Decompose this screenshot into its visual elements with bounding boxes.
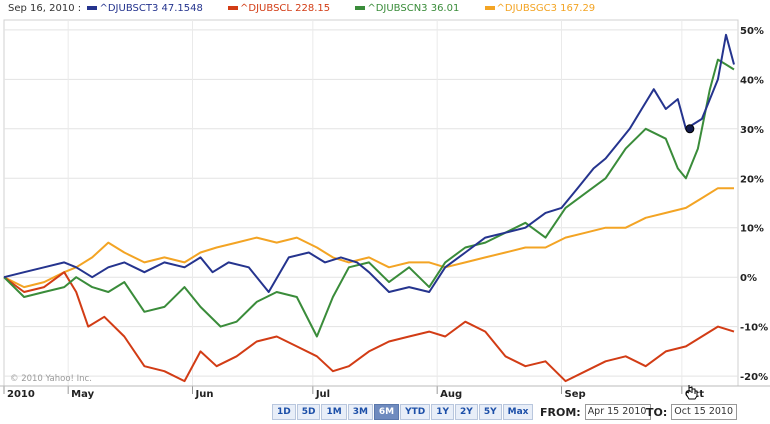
from-date-input[interactable] xyxy=(584,404,651,420)
y-tick-label: 0% xyxy=(740,273,757,284)
marker-layer xyxy=(685,124,695,134)
x-tick-label: May xyxy=(71,389,94,400)
x-tick-label: Jun xyxy=(195,389,214,400)
legend-item-djubscl: ^DJUBSCL 228.15 xyxy=(228,3,330,14)
legend-item-djubsgc3: ^DJUBSGC3 167.29 xyxy=(484,3,595,14)
x-tick-label: Aug xyxy=(440,389,462,400)
range-button-5y[interactable]: 5Y xyxy=(478,404,502,420)
legend-swatch xyxy=(87,6,98,10)
watermark: © 2010 Yahoo! Inc. xyxy=(10,374,92,384)
range-button-1y[interactable]: 1Y xyxy=(431,404,455,420)
y-tick-label: -20% xyxy=(740,372,768,383)
range-button-5d[interactable]: 5D xyxy=(296,404,321,420)
x-tick-label: Sep xyxy=(565,389,586,400)
range-button-3m[interactable]: 3M xyxy=(347,404,373,420)
legend-swatch xyxy=(355,6,366,10)
y-tick-label: 20% xyxy=(740,174,764,185)
chart-legend: Sep 16, 2010 : ^DJUBSCT3 47.1548 ^DJUBSC… xyxy=(8,2,617,16)
to-label: TO: xyxy=(646,405,668,419)
x-dividers xyxy=(0,20,770,394)
hand-cursor-icon xyxy=(685,385,698,400)
legend-item-djubscn3: ^DJUBSCN3 36.01 xyxy=(355,3,459,14)
range-button-max[interactable]: Max xyxy=(502,404,534,420)
y-tick-labels: 50% 40% 30% 20% 10% 0% -10% -20% xyxy=(740,26,768,383)
series-line-djubscl xyxy=(3,271,735,383)
hover-marker xyxy=(685,124,695,134)
y-tick-label: 10% xyxy=(740,224,764,235)
series-line-djubsgc3 xyxy=(3,187,734,289)
y-tick-label: 50% xyxy=(740,26,764,37)
range-button-1m[interactable]: 1M xyxy=(321,404,347,420)
range-button-group: 1D 5D 1M 3M 6M YTD 1Y 2Y 5Y Max xyxy=(272,404,534,420)
range-button-6m[interactable]: 6M xyxy=(373,404,400,420)
range-button-1d[interactable]: 1D xyxy=(272,404,296,420)
y-tick-label: 30% xyxy=(740,125,764,136)
legend-swatch xyxy=(484,6,495,10)
series-line-djubsct3 xyxy=(3,33,735,293)
x-tick-label: 2010 xyxy=(7,389,35,400)
from-date-group: FROM: xyxy=(540,404,651,420)
range-button-2y[interactable]: 2Y xyxy=(455,404,478,420)
series-line-djubscn3 xyxy=(3,58,735,338)
to-date-group: TO: xyxy=(646,404,738,420)
series-layer xyxy=(3,33,735,383)
y-tick-label: 40% xyxy=(740,75,764,86)
legend-item-djubsct3: ^DJUBSCT3 47.1548 xyxy=(87,3,203,14)
from-label: FROM: xyxy=(540,405,581,419)
x-tick-label: Jul xyxy=(315,389,330,400)
legend-swatch xyxy=(228,6,239,10)
grid xyxy=(3,19,739,387)
legend-date: Sep 16, 2010 : xyxy=(8,3,82,14)
y-tick-label: -10% xyxy=(740,323,768,334)
to-date-input[interactable] xyxy=(671,404,738,420)
range-button-ytd[interactable]: YTD xyxy=(400,404,431,420)
